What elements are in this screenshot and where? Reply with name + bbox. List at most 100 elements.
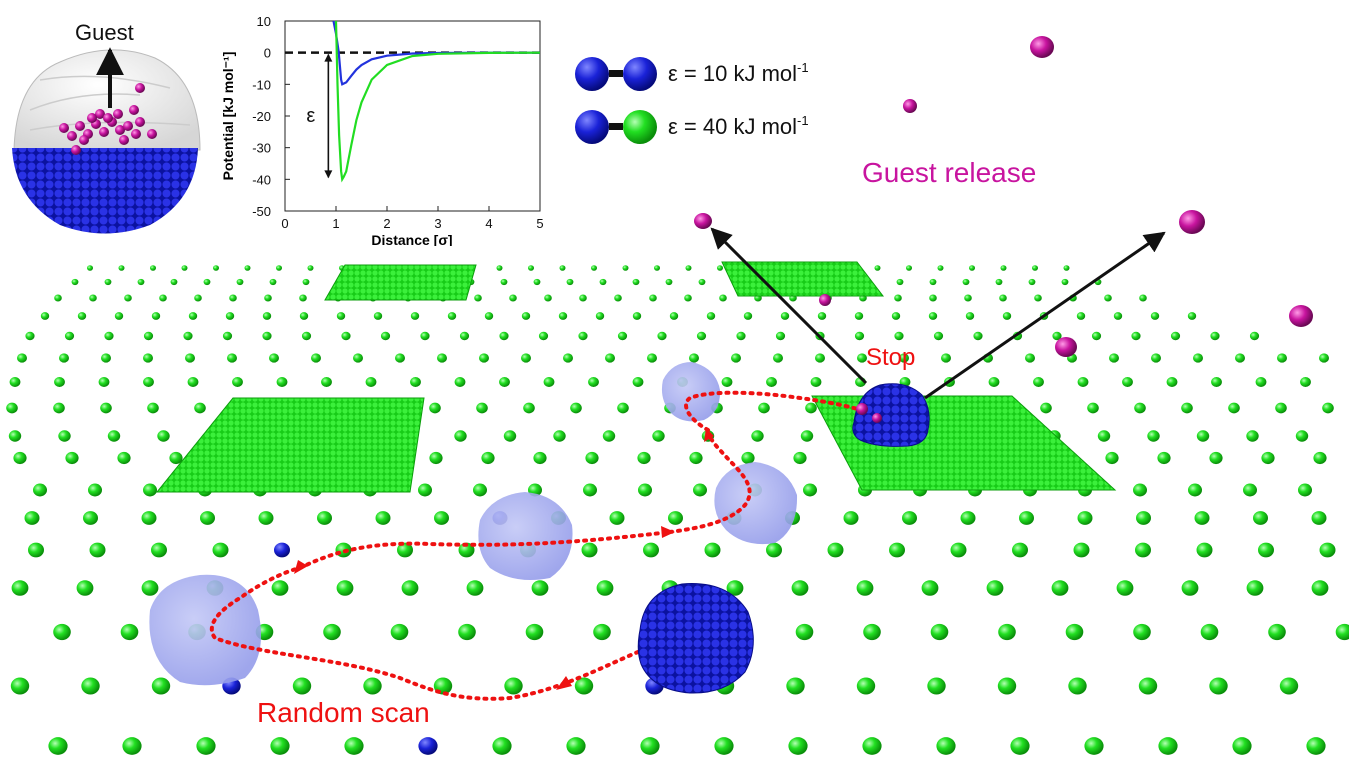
surface-bead — [496, 265, 503, 271]
release-arrow-left — [710, 227, 868, 385]
surface-bead — [1139, 294, 1147, 302]
surface-bead — [353, 353, 363, 363]
surface-bead — [862, 737, 882, 755]
surface-bead — [1150, 312, 1160, 320]
surface-bead — [104, 331, 114, 341]
x-tick-label: 2 — [383, 216, 390, 231]
surface-bead — [617, 331, 628, 341]
surface-bead — [1200, 623, 1219, 641]
surface-bead — [622, 265, 629, 271]
surface-bead — [504, 677, 523, 695]
surface-bead — [533, 278, 541, 286]
surface-bead — [780, 312, 790, 320]
surface-bead — [1097, 430, 1111, 442]
surface-bead — [941, 353, 951, 363]
surface-bead — [203, 278, 211, 286]
surface-bead — [380, 331, 391, 341]
surface-bead — [736, 331, 746, 341]
surface-bead — [437, 353, 447, 363]
release-arrows — [710, 227, 1166, 400]
surface-bead — [960, 511, 976, 525]
surface-bead — [654, 265, 660, 271]
surface-bead — [609, 511, 625, 525]
surface-bead — [302, 278, 310, 286]
surface-bead — [1313, 451, 1327, 465]
surface-bead — [588, 377, 599, 387]
surface-bead — [1052, 331, 1062, 341]
y-tick-label: -50 — [252, 204, 271, 219]
surface-bead — [200, 511, 215, 525]
surface-bead — [1295, 430, 1309, 442]
surface-bead — [581, 542, 598, 558]
surface-bead — [181, 265, 188, 271]
green-patch-front-left — [155, 397, 425, 493]
surface-bead — [1335, 623, 1349, 641]
surface-bead — [150, 265, 156, 271]
surface-bead — [500, 278, 508, 286]
surface-bead — [583, 483, 597, 497]
surface-bead — [856, 580, 874, 596]
surface-bead — [98, 377, 110, 387]
surface-bead — [104, 278, 112, 286]
surface-bead — [1116, 580, 1134, 596]
surface-bead — [17, 353, 27, 363]
surface-bead — [89, 542, 106, 558]
surface-bead — [1002, 312, 1012, 320]
surface-bead — [143, 377, 154, 387]
surface-bead — [632, 312, 642, 320]
green-patch-back-left — [324, 264, 477, 301]
surface-bead — [323, 623, 341, 641]
surface-bead — [87, 265, 93, 271]
surface-bead — [509, 294, 517, 302]
surface-bead — [714, 737, 734, 755]
green-patch-back-right — [721, 261, 885, 297]
surface-bead — [151, 677, 171, 695]
surface-bead — [936, 737, 956, 755]
surface-bead — [731, 353, 741, 363]
surface-bead — [585, 451, 599, 465]
surface-bead — [741, 451, 755, 465]
guest-label: Guest — [75, 20, 134, 45]
surface-bead — [1033, 377, 1044, 387]
surface-bead — [83, 511, 98, 525]
y-tick-label: -40 — [252, 172, 271, 187]
surface-bead — [1012, 542, 1028, 558]
surface-bead — [473, 483, 487, 497]
surface-bead — [1181, 402, 1193, 414]
surface-bead — [466, 580, 484, 596]
surface-bead — [188, 312, 198, 320]
surface-bead — [706, 312, 716, 320]
released-guests — [694, 36, 1313, 357]
surface-bead — [614, 294, 622, 302]
surface-bead — [1300, 377, 1311, 387]
surface-bead — [481, 451, 495, 465]
surface-bead — [593, 623, 611, 641]
y-tick-label: -10 — [252, 77, 271, 92]
guest-molecule — [135, 117, 145, 127]
surface-bead — [1135, 542, 1151, 558]
surface-bead — [183, 331, 193, 341]
surface-bead — [212, 542, 229, 558]
surface-bead — [599, 278, 607, 286]
surface-bead — [1255, 377, 1267, 387]
surface-bead — [307, 265, 314, 271]
surface-bead — [1077, 511, 1093, 525]
surface-bead — [341, 331, 351, 341]
surface-bead — [986, 580, 1004, 596]
guest-molecule — [147, 129, 157, 139]
surface-bead — [143, 483, 157, 497]
surface-bead — [24, 511, 40, 525]
surface-bead — [484, 312, 494, 320]
surface-bead — [317, 511, 332, 525]
surface-bead — [1196, 430, 1210, 442]
surface-bead — [1209, 677, 1228, 695]
surface-bead — [81, 677, 100, 695]
surface-bead — [492, 737, 512, 755]
surface-bead — [906, 265, 912, 271]
guest-molecule — [99, 127, 109, 137]
surface-bead — [13, 451, 27, 465]
x-tick-label: 1 — [332, 216, 339, 231]
surface-bead — [499, 331, 509, 341]
